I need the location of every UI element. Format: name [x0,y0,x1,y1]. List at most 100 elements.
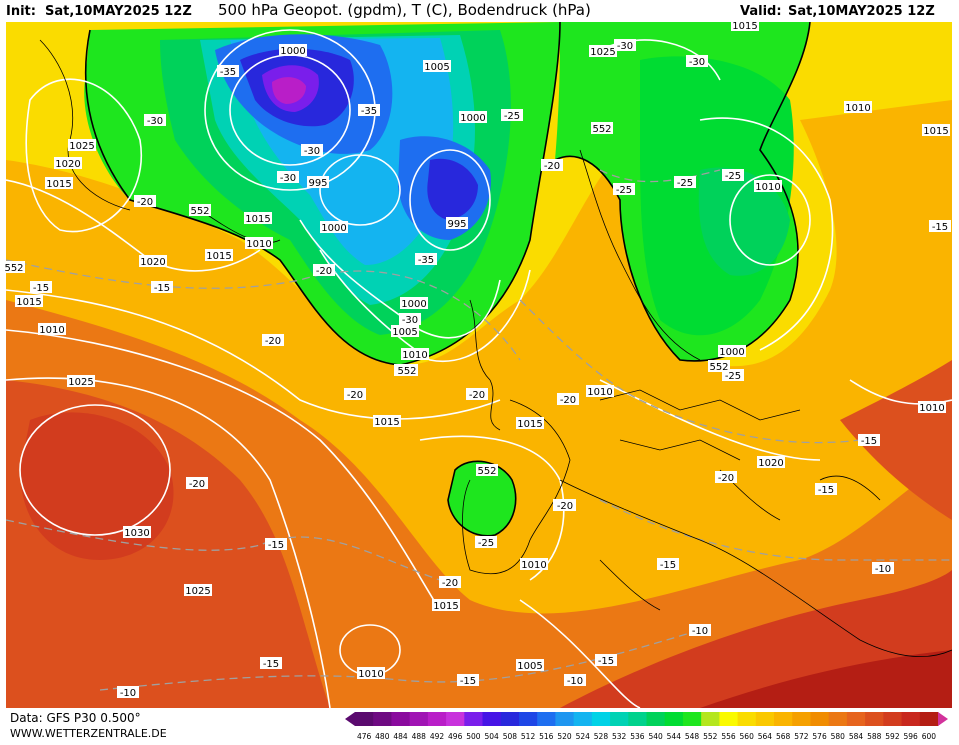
scale-value: 524 [576,732,591,741]
temperature-label-bg [501,109,523,121]
geopotential-label: 552 [3,261,25,274]
temperature-label-bg [260,657,282,669]
pressure-label: 1010 [918,401,946,414]
map-title: 500 hPa Geopot. (gpdm), T (C), Bodendruc… [218,1,591,19]
website-credit: WWW.WETTERZENTRALE.DE [10,727,167,740]
temperature-label-text: -25 [504,111,520,122]
temperature-label-text: -20 [316,266,332,277]
pressure-label: 1000 [320,221,348,234]
temperature-label: -15 [657,558,679,571]
scale-swatch [500,712,520,726]
pressure-label: 1030 [123,526,151,539]
temperature-label-text: -30 [304,146,320,157]
scale-swatch [518,712,538,726]
pressure-label: 1020 [54,157,82,170]
temperature-label-text: -30 [280,173,296,184]
scale-swatch [464,712,484,726]
scale-swatch [664,712,684,726]
temperature-label-text: -25 [616,185,632,196]
temperature-label-text: -25 [725,371,741,382]
pressure-label-bg [373,415,401,427]
temperature-label: -20 [344,388,366,401]
pressure-label-bg [446,217,468,229]
pressure-label: 1010 [754,180,782,193]
pressure-label-text: 1005 [392,327,417,338]
scale-arrow-left [345,712,355,726]
temperature-label-bg [858,434,880,446]
pressure-label-text: 1010 [246,239,271,250]
pressure-label-text: 1005 [424,62,449,73]
pressure-label-bg [139,255,167,267]
temperature-label-bg [265,538,287,550]
pressure-label-bg [38,323,66,335]
pressure-label-bg [245,237,273,249]
temperature-label-bg [929,220,951,232]
pressure-label-bg [731,19,759,31]
pressure-label-bg [391,325,419,337]
temperature-label-bg [439,576,461,588]
temperature-label-text: -20 [137,197,153,208]
temperature-label: -25 [475,536,497,549]
temperature-label-bg [715,471,737,483]
pressure-label-text: 1000 [719,347,744,358]
scale-swatch [482,712,502,726]
pressure-label-bg [516,659,544,671]
temperature-label: -30 [686,55,708,68]
pressure-label: 1010 [844,101,872,114]
pressure-label-bg [68,139,96,151]
temperature-label-bg [614,39,636,51]
scale-swatch [682,712,702,726]
pressure-label-text: 1000 [321,223,346,234]
scale-value: 568 [776,732,791,741]
scale-value: 600 [922,732,937,741]
geopotential-label: 552 [189,204,211,217]
temperature-label-bg [686,55,708,67]
geopotential-label-bg [591,122,613,134]
pressure-label: 1010 [520,558,548,571]
temperature-label-bg [117,686,139,698]
scale-value: 520 [557,732,572,741]
pressure-label: 1025 [184,584,212,597]
temperature-label-bg [144,114,166,126]
scale-value: 584 [849,732,864,741]
temperature-label-bg [186,477,208,489]
pressure-label-bg [307,176,329,188]
data-source: Data: GFS P30 0.500° [10,711,141,725]
temperature-label: -10 [689,624,711,637]
temperature-label-text: -15 [460,676,476,687]
temperature-label: -15 [265,538,287,551]
temperature-label-text: -30 [402,315,418,326]
scale-value: 476 [357,732,372,741]
temperature-label: -30 [144,114,166,127]
temperature-label: -10 [564,674,586,687]
pressure-label-text: 1010 [521,560,546,571]
temperature-label: -20 [541,159,563,172]
scale-swatch [591,712,611,726]
scale-value: 516 [539,732,554,741]
scale-value: 480 [375,732,390,741]
temperature-label-bg [415,253,437,265]
pressure-label-text: 1000 [401,299,426,310]
scale-swatch [427,712,447,726]
pressure-label-bg [459,111,487,123]
geopotential-label-bg [3,261,25,273]
pressure-label-bg [589,45,617,57]
temperature-label-bg [674,176,696,188]
temperature-label: -20 [134,195,156,208]
pressure-label-bg [67,375,95,387]
pressure-label-text: 1010 [919,403,944,414]
temperature-label-bg [557,393,579,405]
temperature-label-bg [217,65,239,77]
geopotential-labels: 552552552552552552552 [3,122,730,477]
temperature-label: -30 [277,171,299,184]
pressure-label-bg [123,526,151,538]
temperature-label-bg [564,674,586,686]
scale-value: 488 [412,732,427,741]
pressure-label-text: 1010 [358,669,383,680]
scale-value: 492 [430,732,445,741]
geopotential-label-text: 552 [4,263,23,274]
geopotential-label: 552 [591,122,613,135]
temperature-label-text: -15 [33,283,49,294]
temperature-label-text: -20 [442,578,458,589]
scale-swatch [865,712,884,726]
